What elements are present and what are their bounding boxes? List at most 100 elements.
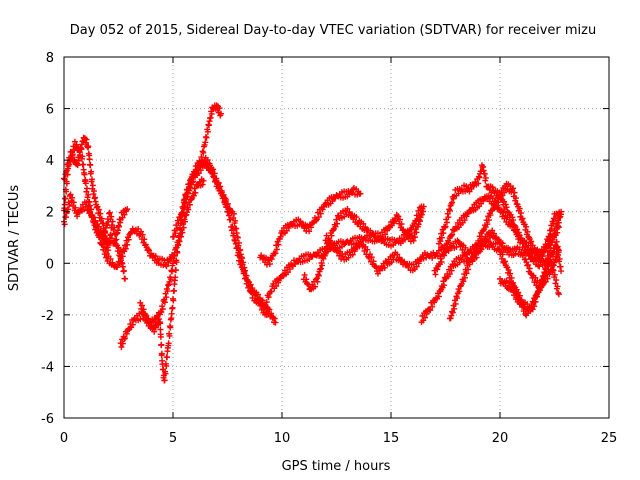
data-point [361,247,368,254]
data-point [482,174,489,181]
data-point [401,258,408,265]
data-point [167,276,174,283]
data-point [288,262,295,269]
data-point [166,332,173,339]
data-point [236,253,243,260]
data-point [516,232,523,239]
data-point [556,255,563,262]
data-point [268,310,275,317]
data-point [63,180,70,187]
data-point [97,210,104,217]
data-point [552,215,559,222]
data-point [468,185,475,192]
data-point [139,231,146,238]
data-point [329,198,336,205]
x-tick-label: 5 [169,431,177,446]
data-point [553,277,560,284]
data-point [159,306,166,313]
data-point [395,213,402,220]
data-point [188,179,195,186]
data-point [558,268,565,275]
data-point [481,170,488,177]
data-point [475,180,482,187]
data-point [62,195,69,202]
data-point [172,274,179,281]
data-point [321,252,328,259]
y-tick-label: -4 [41,360,54,375]
data-point [191,185,198,192]
data-point [285,224,292,231]
data-point [207,162,214,169]
data-point [163,294,170,301]
data-point [448,232,455,239]
data-point [432,271,439,278]
data-point [351,248,358,255]
data-point [499,240,506,247]
data-point [73,141,80,148]
series-track-7 [170,154,279,326]
data-point [478,233,485,240]
data-point [119,214,126,221]
data-point [100,220,107,227]
data-point [75,157,82,164]
series-track-6 [137,102,224,384]
data-point [81,171,88,178]
data-point [63,167,70,174]
data-point [446,271,453,278]
series-track-14 [435,162,562,258]
data-point [495,236,502,243]
data-point [461,274,468,281]
data-point [143,319,150,326]
data-point [449,309,456,316]
data-point [207,114,214,121]
data-point [445,239,452,246]
data-point [506,216,513,223]
data-point [503,204,510,211]
data-point [308,224,315,231]
data-point [539,253,546,260]
data-point [96,234,103,241]
data-point [555,219,562,226]
data-point [429,303,436,310]
data-point [357,190,364,197]
data-point [537,258,544,265]
data-point [124,241,131,248]
data-point [420,203,427,210]
data-point [531,303,538,310]
data-point [505,267,512,274]
data-point [86,156,93,163]
data-point [448,312,455,319]
data-point [499,251,506,258]
data-point [546,271,553,278]
series-track-9 [257,185,364,268]
data-point [411,234,418,241]
data-point [180,205,187,212]
data-point [89,213,96,220]
data-point [161,299,168,306]
x-tick-label: 15 [383,431,400,446]
data-point [87,208,94,215]
data-point [159,303,166,310]
data-point [142,311,149,318]
data-point [95,206,102,213]
data-point [72,204,79,211]
data-point [178,209,185,216]
data-point [540,277,547,284]
data-point [427,307,434,314]
data-point [259,297,266,304]
data-point [144,315,151,322]
data-point [463,270,470,277]
data-point [241,268,248,275]
data-point [165,340,172,347]
data-point [90,188,97,195]
data-point [208,167,215,174]
data-point [433,294,440,301]
data-point [525,242,532,249]
data-point [525,261,532,268]
data-point [273,246,280,253]
data-point [167,324,174,331]
data-point [176,238,183,245]
data-point [66,201,73,208]
data-point [176,232,183,239]
data-point [498,255,505,262]
